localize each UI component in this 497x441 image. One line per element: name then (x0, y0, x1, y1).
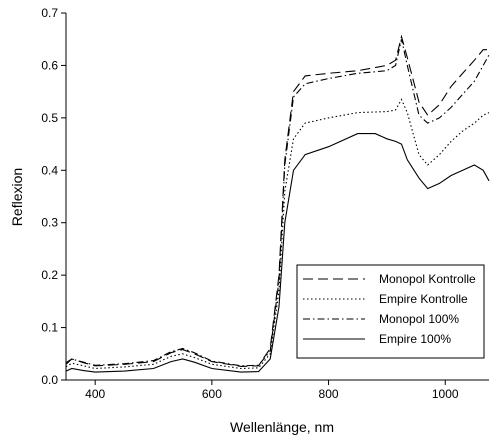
y-tick-label: 0.0 (41, 373, 58, 387)
x-tick-label: 800 (319, 387, 339, 401)
x-tick-label: 1000 (432, 387, 459, 401)
y-tick-label: 0.5 (41, 111, 58, 125)
series-line-0 (65, 34, 489, 367)
legend: Monopol Kontrolle Empire Kontrolle Monopol… (296, 264, 485, 359)
legend-label-0: Monopol Kontrolle (379, 272, 476, 286)
y-tick-label: 0.3 (41, 216, 58, 230)
x-axis-title: Wellenlänge, nm (230, 419, 334, 435)
x-tick-label: 600 (202, 387, 222, 401)
y-axis-title: Reflexion (9, 168, 25, 226)
x-tick-label: 400 (85, 387, 105, 401)
legend-label-1: Empire Kontrolle (379, 292, 468, 306)
legend-box (296, 264, 485, 359)
axis-layer: 0.0 0.1 0.2 0.3 0.4 0.5 0.6 0.7 400 600 800 1000 (41, 6, 489, 401)
series-line-1 (65, 98, 490, 370)
y-tick-label: 0.1 (41, 321, 58, 335)
series-layer (65, 34, 490, 373)
y-tick-label: 0.7 (41, 6, 58, 20)
series-line-3 (65, 133, 490, 373)
legend-label-2: Monopol 100% (379, 312, 459, 326)
legend-label-3: Empire 100% (379, 332, 451, 346)
y-tick-label: 0.6 (41, 58, 58, 72)
y-tick-label: 0.4 (41, 163, 58, 177)
y-tick-label: 0.2 (41, 268, 58, 282)
series-line-2 (65, 39, 490, 367)
